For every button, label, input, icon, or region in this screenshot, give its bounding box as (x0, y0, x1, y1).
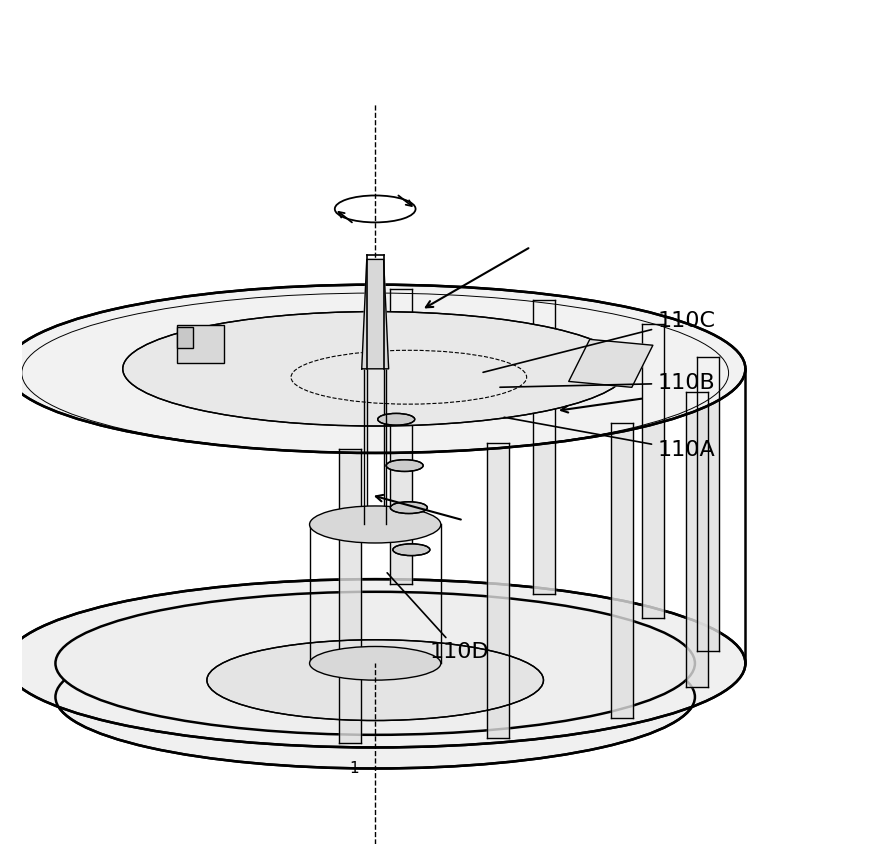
Ellipse shape (207, 639, 543, 721)
Ellipse shape (56, 592, 695, 735)
Polygon shape (643, 324, 665, 618)
Polygon shape (362, 259, 389, 368)
Ellipse shape (310, 646, 441, 680)
Ellipse shape (393, 544, 430, 556)
Ellipse shape (390, 501, 427, 513)
Ellipse shape (310, 506, 441, 543)
Text: 110A: 110A (504, 418, 715, 461)
Ellipse shape (5, 579, 745, 747)
Ellipse shape (386, 460, 423, 472)
Polygon shape (697, 357, 719, 651)
Ellipse shape (56, 625, 695, 768)
Text: 110C: 110C (483, 311, 715, 373)
Polygon shape (389, 289, 412, 584)
Ellipse shape (5, 285, 745, 453)
Polygon shape (569, 340, 653, 387)
Text: 1: 1 (350, 761, 359, 776)
Ellipse shape (378, 413, 415, 425)
Text: 110D: 110D (387, 573, 489, 662)
Polygon shape (686, 392, 708, 687)
Text: 110B: 110B (500, 374, 715, 393)
Polygon shape (533, 300, 555, 594)
Ellipse shape (123, 312, 627, 426)
Polygon shape (339, 449, 361, 743)
Polygon shape (487, 443, 509, 738)
Polygon shape (611, 424, 633, 717)
FancyBboxPatch shape (178, 325, 224, 363)
FancyBboxPatch shape (178, 327, 193, 348)
